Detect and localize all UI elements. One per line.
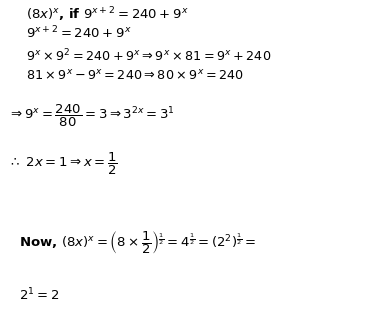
- Text: $9^{x+2} = 240 + 9^x$: $9^{x+2} = 240 + 9^x$: [26, 25, 132, 41]
- Text: $81 \times 9^x - 9^x = 240 \Rightarrow 80 \times 9^x = 240$: $81 \times 9^x - 9^x = 240 \Rightarrow 8…: [26, 69, 244, 83]
- Text: $\Rightarrow 9^x = \dfrac{240}{80} = 3 \Rightarrow 3^{2x} = 3^1$: $\Rightarrow 9^x = \dfrac{240}{80} = 3 \…: [8, 103, 174, 129]
- Text: $9^x \times 9^2 = 240 + 9^x \Rightarrow 9^x \times 81 = 9^x + 240$: $9^x \times 9^2 = 240 + 9^x \Rightarrow …: [26, 47, 271, 64]
- Text: $\therefore\ 2x = 1 \Rightarrow x = \dfrac{1}{2}$: $\therefore\ 2x = 1 \Rightarrow x = \dfr…: [8, 151, 117, 177]
- Text: $(8x)^x$, if $9^{x+2} = 240 + 9^x$: $(8x)^x$, if $9^{x+2} = 240 + 9^x$: [26, 6, 189, 24]
- Text: $2^1 = 2$: $2^1 = 2$: [19, 286, 59, 303]
- Text: Now, $(8x)^x = \left(8\times\dfrac{1}{2}\right)^{\frac{1}{2}} = 4^{\frac{1}{2}} : Now, $(8x)^x = \left(8\times\dfrac{1}{2}…: [19, 229, 256, 256]
